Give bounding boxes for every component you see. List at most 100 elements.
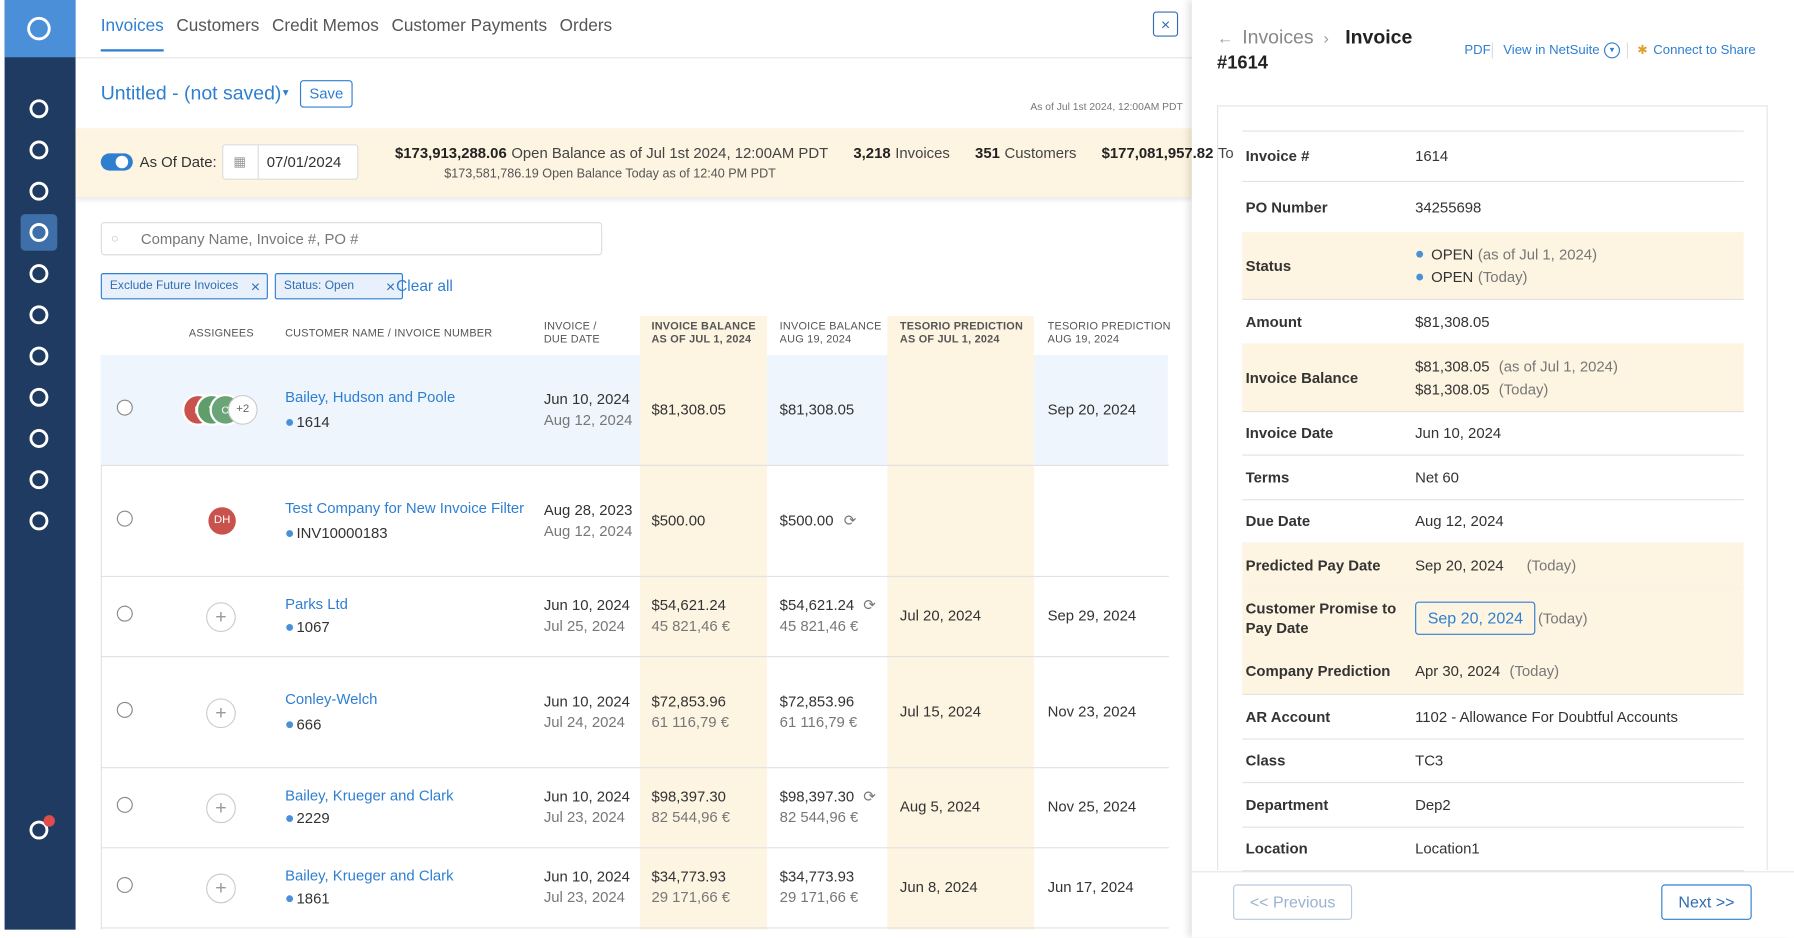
filter-chip[interactable]: Status: Open <box>274 273 404 300</box>
field-value-text: $81,308.05 <box>1415 357 1490 375</box>
field-divider <box>1242 870 1744 872</box>
nav-icon[interactable] <box>29 346 49 366</box>
panel-link[interactable]: PDF <box>1464 43 1491 58</box>
breadcrumb-sep: › <box>1323 28 1329 47</box>
add-assignee[interactable]: + <box>206 602 236 632</box>
nav-icon[interactable] <box>29 429 49 448</box>
breadcrumb[interactable]: Invoices <box>1242 26 1314 49</box>
nav-icon[interactable] <box>29 99 49 119</box>
add-assignee[interactable]: + <box>206 793 236 824</box>
balance-jul: $98,397.30 <box>651 787 726 805</box>
previous-button[interactable]: << Previous <box>1233 884 1353 920</box>
nav-tab[interactable]: Orders <box>559 16 613 36</box>
nav-icon[interactable] <box>29 305 49 325</box>
field-label: Amount <box>1245 312 1302 330</box>
due-date: Aug 12, 2024 <box>543 411 633 429</box>
search-box[interactable] <box>100 222 603 256</box>
sync-icon: ⟳ <box>863 787 876 805</box>
summary-open-balance-label: Open Balance as of Jul 1st 2024, 12:00AM… <box>511 144 829 162</box>
field-value-note: (Today) <box>1477 268 1528 286</box>
field-value: Dep2 <box>1415 796 1451 813</box>
column-header: DUE DATE <box>543 333 600 346</box>
due-date: Jul 24, 2024 <box>543 712 625 730</box>
date-box[interactable] <box>222 144 359 180</box>
invoice-dot <box>286 529 294 537</box>
next-button[interactable]: Next >> <box>1661 884 1752 920</box>
nav-icon[interactable] <box>29 140 49 160</box>
field-value: 34255698 <box>1415 198 1481 215</box>
row-divider <box>100 656 1169 658</box>
field-value: OPEN (Today) <box>1431 268 1527 285</box>
nav-tab[interactable]: Credit Memos <box>271 16 379 36</box>
nav-tab[interactable]: Customers <box>176 16 260 36</box>
row-radio[interactable] <box>116 701 133 718</box>
selected-row <box>767 354 888 465</box>
customer-name[interactable]: Bailey, Hudson and Poole <box>285 388 456 406</box>
add-assignee[interactable]: + <box>206 873 236 904</box>
nav-icon[interactable] <box>29 181 49 201</box>
field-value-note: (Today) <box>1537 609 1588 627</box>
field-divider <box>1242 454 1744 456</box>
balance-aug: $34,773.93 <box>779 867 855 886</box>
customer-name[interactable]: Bailey, Krueger and Clark <box>285 786 454 804</box>
customer-name[interactable]: Test Company for New Invoice Filter <box>285 498 525 516</box>
dropdown-icon[interactable]: ▾ <box>1604 42 1621 59</box>
row-radio[interactable] <box>116 510 133 527</box>
nav-icon[interactable] <box>29 264 49 284</box>
field-value-note: (as of Jul 1, 2024) <box>1477 245 1598 263</box>
search-icon: ○ <box>111 232 119 247</box>
filter-chip[interactable]: Exclude Future Invoices <box>100 273 268 300</box>
view-name[interactable]: Untitled - (not saved) <box>100 82 282 105</box>
row-radio[interactable] <box>116 876 133 894</box>
clear-all[interactable]: Clear all <box>396 277 453 295</box>
field-label: Customer Promise to Pay Date <box>1245 599 1397 636</box>
prediction-aug: Sep 20, 2024 <box>1047 400 1137 418</box>
invoice-date: Jun 10, 2024 <box>543 867 630 886</box>
field-divider <box>1242 130 1744 132</box>
nav-icon[interactable] <box>29 511 49 531</box>
field-value-text: Location1 <box>1415 839 1480 857</box>
field-divider <box>1242 693 1744 695</box>
nav-icon[interactable] <box>29 387 49 407</box>
add-assignee[interactable]: + <box>206 697 236 728</box>
customer-name[interactable]: Parks Ltd <box>285 595 348 613</box>
field-divider <box>1242 826 1744 828</box>
close-button[interactable]: × <box>1152 11 1179 37</box>
field-divider <box>1242 738 1744 740</box>
balance-aug-eur: 29 171,66 € <box>779 888 859 906</box>
balance-jul: $81,308.05 <box>651 400 726 418</box>
row-radio[interactable] <box>116 796 133 813</box>
field-value-text[interactable]: Sep 20, 2024 <box>1415 601 1536 635</box>
panel-title: Invoice <box>1345 26 1413 49</box>
column-header: INVOICE / <box>543 320 597 334</box>
nav-tab[interactable]: Invoices <box>100 16 164 52</box>
field-label: AR Account <box>1245 707 1331 725</box>
invoice-dot <box>286 895 294 903</box>
balance-aug: $98,397.30 <box>779 787 855 805</box>
sync-icon: ⟳ <box>863 596 876 614</box>
panel-link[interactable]: View in NetSuite <box>1503 43 1600 58</box>
summary-invoices-count: 3,218 <box>853 144 891 162</box>
row-divider <box>100 847 1169 849</box>
customer-name[interactable]: Bailey, Krueger and Clark <box>285 866 454 884</box>
field-value-note: (Today) <box>1509 662 1560 680</box>
summary-invoices-label: Invoices <box>895 144 950 162</box>
field-value: Aug 12, 2024 <box>1415 512 1504 529</box>
nav-icon[interactable] <box>29 820 49 840</box>
field-divider <box>1242 180 1744 183</box>
nav-icon[interactable] <box>27 16 51 41</box>
invoice-date: Jun 10, 2024 <box>543 787 630 805</box>
field-label: Company Prediction <box>1245 662 1391 680</box>
column-header: AUG 19, 2024 <box>779 333 852 346</box>
customer-name[interactable]: Conley-Welch <box>285 689 378 707</box>
save-button[interactable]: Save <box>299 80 353 108</box>
sync-icon: ⟳ <box>843 511 857 529</box>
logo[interactable] <box>4 0 76 58</box>
nav-icon[interactable] <box>29 470 49 490</box>
nav-icon[interactable] <box>29 222 49 242</box>
balance-jul-eur: 29 171,66 € <box>651 888 731 906</box>
panel-link[interactable]: Connect to Share <box>1653 43 1756 58</box>
row-radio[interactable] <box>116 399 133 416</box>
row-radio[interactable] <box>116 605 133 622</box>
nav-tab[interactable]: Customer Payments <box>391 16 548 36</box>
